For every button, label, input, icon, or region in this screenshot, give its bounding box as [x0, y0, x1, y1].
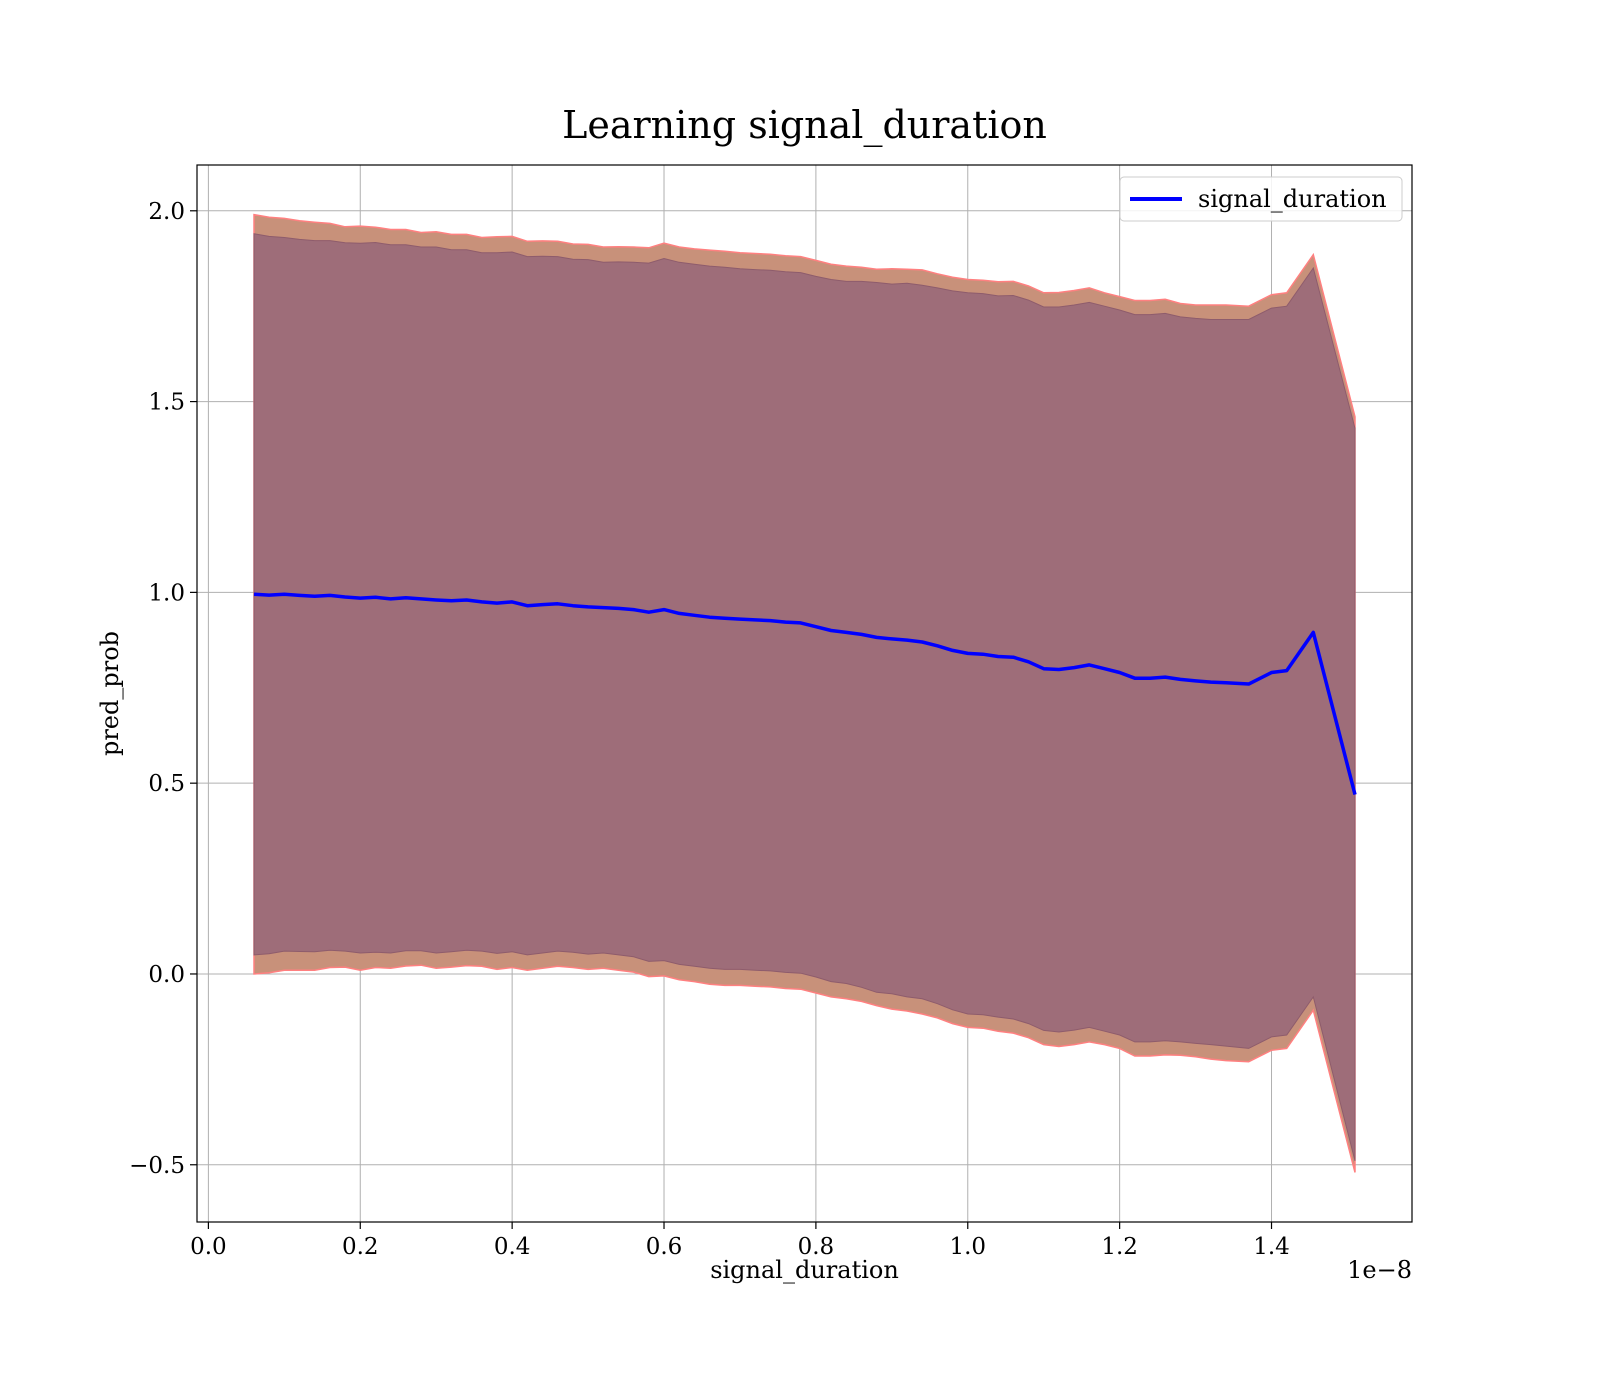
y-tick-label: 0.0: [148, 962, 185, 988]
line-layer: [253, 592, 1357, 796]
legend-box: [1119, 176, 1403, 222]
legend: signal_duration: [1119, 176, 1403, 222]
y-tick-label: 1.0: [148, 580, 185, 606]
legend-label: signal_duration: [1198, 185, 1387, 213]
x-tick-label: 1.4: [1253, 1234, 1290, 1260]
y-tick-label: 2.0: [148, 199, 185, 225]
x-axis-label: signal_duration: [710, 1256, 899, 1284]
y-axis-label: pred_prob: [96, 631, 124, 756]
plot-frame: [196, 164, 1413, 1223]
y-tick-label: −0.5: [129, 1153, 185, 1179]
x-tick-label: 0.6: [646, 1234, 683, 1260]
band-layer: [253, 213, 1356, 1173]
x-tick-label: 0.0: [190, 1234, 227, 1260]
series-line-signal-duration: [253, 592, 1357, 796]
inner-confidence-band: [253, 233, 1356, 1162]
y-tick-label: 1.5: [148, 390, 185, 416]
x-tick-label: 0.4: [494, 1234, 531, 1260]
y-tick-label: 0.5: [148, 771, 185, 797]
x-tick-label: 1.2: [1101, 1234, 1138, 1260]
x-tick-label: 0.8: [798, 1234, 835, 1260]
x-axis-offset-label: 1e−8: [1347, 1256, 1412, 1284]
ticks: 0.0 0.2 0.4 0.6 0.8 1.0 1.2 1.4 −0.5 0.0 0.5 1.0 1.5…: [129, 199, 1290, 1260]
x-tick-label: 1.0: [949, 1234, 986, 1260]
chart-title: Learning signal_duration: [562, 103, 1047, 148]
x-tick-label: 0.2: [342, 1234, 379, 1260]
